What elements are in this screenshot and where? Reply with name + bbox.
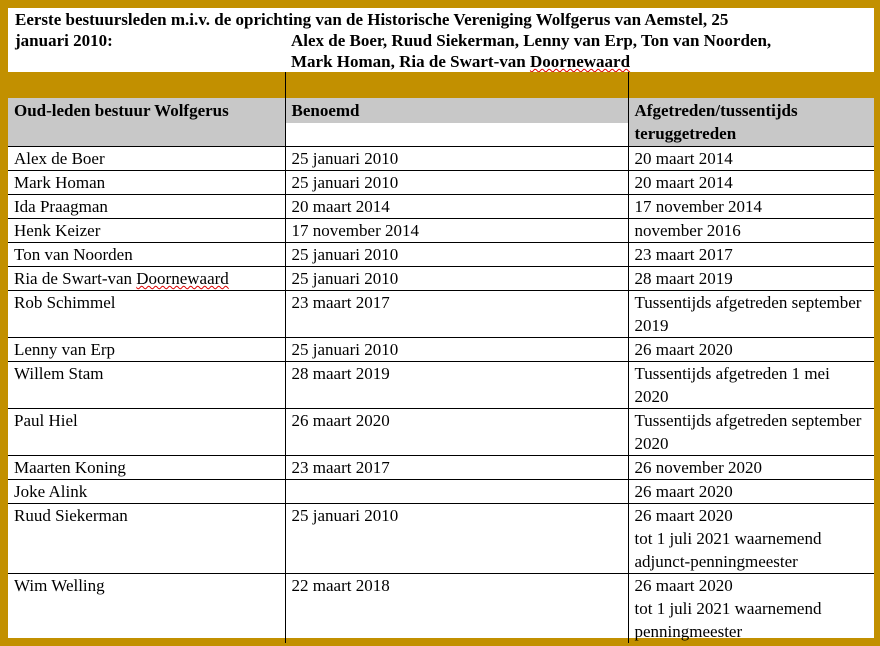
cell-line: tot 1 juli 2021 waarnemend adjunct-penni… (634, 529, 822, 571)
resigned-info: Tussentijds afgetreden september 2020 (627, 408, 874, 456)
table-row: Ton van Noorden 25 januari 2010 23 maart 2… (8, 242, 874, 267)
resigned-info: 26 maart 2020 (627, 337, 874, 362)
column-divider (285, 72, 286, 98)
table-row: Mark Homan 25 januari 2010 20 maart 2014 (8, 170, 874, 195)
resigned-info: 26 maart 2020 (627, 479, 874, 504)
table-row: Willem Stam 28 maart 2019 Tussentijds afge… (8, 361, 874, 409)
member-name: Wim Welling (8, 573, 286, 643)
member-name: Paul Hiel (8, 408, 286, 456)
resigned-info: Tussentijds afgetreden 1 mei 2020 (627, 361, 874, 409)
founding-members: Alex de Boer, Ruud Siekerman, Lenny van … (291, 30, 871, 72)
appointed-date: 23 maart 2017 (284, 290, 629, 338)
header-resigned: Afgetreden/tussentijds teruggetreden (627, 98, 874, 147)
member-name: Ruud Siekerman (8, 503, 286, 574)
table-row: Rob Schimmel 23 maart 2017 Tussentijds afg… (8, 290, 874, 338)
table-row: Wim Welling 22 maart 2018 26 maart 2020 tot… (8, 573, 874, 643)
appointed-date: 20 maart 2014 (284, 194, 629, 219)
former-board-table: Oud-leden bestuur Wolfgerus Benoemd Afge… (8, 98, 874, 643)
member-name: Joke Alink (8, 479, 286, 504)
header-appointed-label: Benoemd (285, 98, 628, 123)
column-divider (628, 72, 629, 98)
cell-line: 26 maart 2020 (634, 576, 733, 595)
table-row: Ida Praagman 20 maart 2014 17 november 201… (8, 194, 874, 219)
appointed-date: 25 januari 2010 (284, 170, 629, 195)
appointed-date: 25 januari 2010 (284, 242, 629, 267)
appointed-date: 17 november 2014 (284, 218, 629, 243)
member-name: Ria de Swart-van Doornewaard (8, 266, 286, 291)
appointed-date: 22 maart 2018 (284, 573, 629, 643)
gold-strip (8, 72, 874, 98)
table-row: Henk Keizer 17 november 2014 november 2016 (8, 218, 874, 243)
resigned-info: 20 maart 2014 (627, 170, 874, 195)
intro-line-2: januari 2010: (15, 31, 113, 50)
resigned-info: 28 maart 2019 (627, 266, 874, 291)
appointed-date: 25 januari 2010 (284, 146, 629, 171)
appointed-date: 28 maart 2019 (284, 361, 629, 409)
appointed-date: 25 januari 2010 (284, 503, 629, 574)
resigned-info: 17 november 2014 (627, 194, 874, 219)
cell-line: 26 maart 2020 (634, 506, 733, 525)
table-row: Joke Alink 26 maart 2020 (8, 479, 874, 504)
appointed-date: 25 januari 2010 (284, 337, 629, 362)
member-name: Ton van Noorden (8, 242, 286, 267)
document-page: Eerste bestuursleden m.i.v. de oprichtin… (8, 8, 874, 643)
table-row: Maarten Koning 23 maart 2017 26 november 2… (8, 455, 874, 480)
table-row: Alex de Boer 25 januari 2010 20 maart 2014 (8, 146, 874, 171)
table-row: Paul Hiel 26 maart 2020 Tussentijds afgetr… (8, 408, 874, 456)
resigned-info: 26 maart 2020 tot 1 juli 2021 waarnemend … (627, 503, 874, 574)
header-appointed: Benoemd (284, 98, 629, 147)
member-name: Rob Schimmel (8, 290, 286, 338)
member-name: Lenny van Erp (8, 337, 286, 362)
appointed-date: 25 januari 2010 (284, 266, 629, 291)
resigned-info: 26 november 2020 (627, 455, 874, 480)
table-row: Ria de Swart-van Doornewaard 25 januari 2… (8, 266, 874, 291)
table-row: Lenny van Erp 25 januari 2010 26 maart 202… (8, 337, 874, 362)
appointed-date: 26 maart 2020 (284, 408, 629, 456)
resigned-info: november 2016 (627, 218, 874, 243)
member-name: Mark Homan (8, 170, 286, 195)
intro-text: Eerste bestuursleden m.i.v. de oprichtin… (8, 8, 874, 72)
cell-line: tot 1 juli 2021 waarnemend penningmeeste… (634, 599, 822, 641)
names-part: Mark Homan, Ria de Swart-van (291, 52, 530, 71)
resigned-info: Tussentijds afgetreden september 2019 (627, 290, 874, 338)
founding-members-line-2: Mark Homan, Ria de Swart-van Doornewaard (291, 51, 871, 72)
member-name: Alex de Boer (8, 146, 286, 171)
resigned-info: 20 maart 2014 (627, 146, 874, 171)
intro-line-1: Eerste bestuursleden m.i.v. de oprichtin… (15, 10, 729, 29)
table-header-row: Oud-leden bestuur Wolfgerus Benoemd Afge… (8, 98, 874, 147)
member-name: Ida Praagman (8, 194, 286, 219)
resigned-info: 23 maart 2017 (627, 242, 874, 267)
header-name: Oud-leden bestuur Wolfgerus (8, 98, 286, 147)
member-name: Maarten Koning (8, 455, 286, 480)
appointed-date (284, 479, 629, 504)
member-name: Willem Stam (8, 361, 286, 409)
table-row: Ruud Siekerman 25 januari 2010 26 maart 20… (8, 503, 874, 574)
resigned-info: 26 maart 2020 tot 1 juli 2021 waarnemend … (627, 573, 874, 643)
spellcheck-word: Doornewaard (529, 52, 631, 71)
appointed-date: 23 maart 2017 (284, 455, 629, 480)
founding-members-line-1: Alex de Boer, Ruud Siekerman, Lenny van … (291, 31, 772, 50)
member-name: Henk Keizer (8, 218, 286, 243)
